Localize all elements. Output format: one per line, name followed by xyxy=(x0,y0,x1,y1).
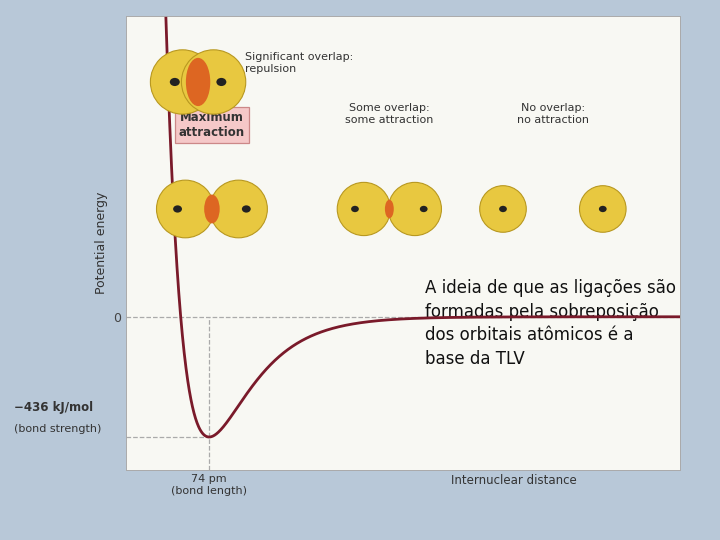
Text: −436 kJ/mol: −436 kJ/mol xyxy=(14,401,94,414)
Ellipse shape xyxy=(181,50,246,114)
Y-axis label: Potential energy: Potential energy xyxy=(94,192,107,294)
Circle shape xyxy=(499,206,507,212)
Circle shape xyxy=(170,78,180,86)
Text: Some overlap:
some attraction: Some overlap: some attraction xyxy=(345,104,433,125)
Ellipse shape xyxy=(480,186,526,232)
Circle shape xyxy=(242,205,251,213)
Text: Maximum
attraction: Maximum attraction xyxy=(179,111,245,139)
Ellipse shape xyxy=(388,183,441,235)
Text: 74 pm
(bond length): 74 pm (bond length) xyxy=(171,474,247,496)
Ellipse shape xyxy=(156,180,214,238)
Circle shape xyxy=(351,206,359,212)
Circle shape xyxy=(599,206,607,212)
Text: Internuclear distance: Internuclear distance xyxy=(451,474,577,487)
Ellipse shape xyxy=(204,194,220,224)
Text: (bond strength): (bond strength) xyxy=(14,424,102,434)
Ellipse shape xyxy=(186,58,210,106)
Circle shape xyxy=(217,78,226,86)
Ellipse shape xyxy=(210,180,267,238)
Text: A ideia de que as ligações são
formadas pela sobreposição
dos orbitais atômicos : A ideia de que as ligações são formadas … xyxy=(426,279,676,368)
Text: No overlap:
no attraction: No overlap: no attraction xyxy=(517,104,589,125)
Ellipse shape xyxy=(385,200,394,218)
Ellipse shape xyxy=(150,50,215,114)
Ellipse shape xyxy=(337,183,390,235)
Circle shape xyxy=(173,205,182,213)
Circle shape xyxy=(420,206,428,212)
Ellipse shape xyxy=(580,186,626,232)
Text: Significant overlap:
repulsion: Significant overlap: repulsion xyxy=(246,52,354,74)
